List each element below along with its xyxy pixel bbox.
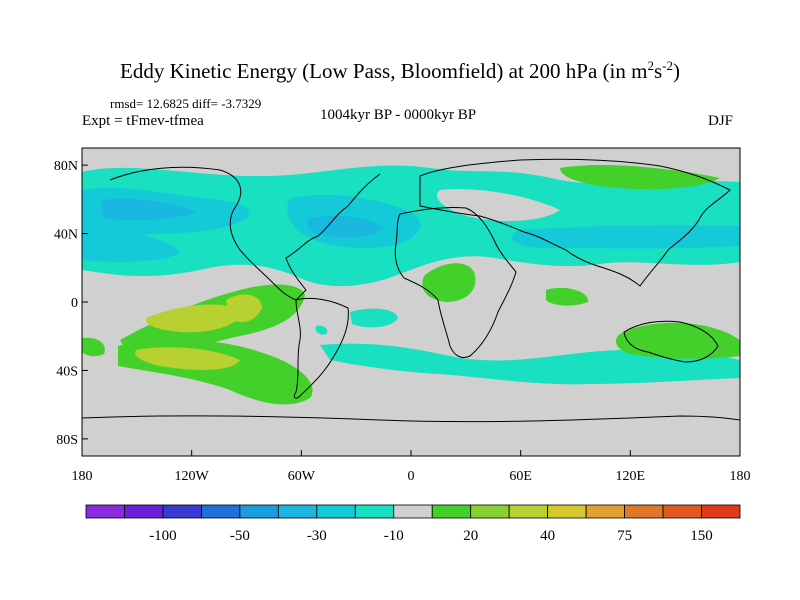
- arctic-green: [560, 165, 720, 190]
- nh-gray-gap: [436, 189, 560, 222]
- indian-green: [546, 287, 589, 306]
- colorbar-swatch: [124, 504, 164, 519]
- colorbar-label: -10: [384, 528, 404, 544]
- lat-tick-label: 80N: [54, 159, 78, 174]
- colorbar-swatch: [470, 504, 510, 519]
- lon-tick-label: 120W: [175, 469, 210, 484]
- page-title: Eddy Kinetic Energy (Low Pass, Bloomfiel…: [120, 58, 680, 83]
- africa-green: [422, 263, 476, 302]
- colorbar-swatch: [585, 504, 625, 519]
- colorbar-label: -100: [149, 528, 177, 544]
- pacific-yellow-2: [226, 294, 262, 323]
- lon-axis: 180 120W 60W 0 60E 120E 180: [72, 450, 751, 484]
- lon-tick-label: 120E: [616, 469, 646, 484]
- colorbar-swatch: [277, 504, 318, 519]
- lat-tick-label: 40N: [54, 228, 78, 243]
- colorbar-swatch: [662, 504, 702, 519]
- colorbar-label: 20: [463, 528, 478, 544]
- colorbar-label: 150: [690, 528, 713, 544]
- sa-green: [82, 337, 105, 357]
- lon-tick-label: 180: [72, 469, 93, 484]
- lon-tick-label: 60E: [509, 469, 532, 484]
- lat-tick-label: 40S: [56, 364, 78, 379]
- nh-core-4: [511, 225, 740, 249]
- colorbar-swatch: [201, 504, 241, 519]
- colorbar-label: 40: [540, 528, 555, 544]
- colorbar-swatch: [508, 504, 549, 519]
- stats-text: rmsd= 12.6825 diff= -3.7329: [110, 96, 262, 111]
- nh-core-3: [82, 231, 180, 262]
- lon-tick-label: 180: [730, 469, 751, 484]
- lat-axis: 80N 40N 0 40S 80S: [54, 159, 88, 448]
- period-label: 1004kyr BP - 0000kyr BP: [320, 107, 477, 123]
- pacific-yellow-1: [145, 304, 244, 333]
- lat-tick-label: 0: [71, 296, 78, 311]
- nh-core-6: [100, 198, 196, 220]
- lat-tick-label: 80S: [56, 433, 78, 448]
- colorbar-label: -50: [230, 528, 250, 544]
- australia-green: [615, 322, 740, 359]
- colorbar-swatch: [85, 504, 125, 519]
- colorbar-swatch: [162, 504, 202, 519]
- colorbar-swatch: [701, 504, 741, 519]
- colorbar-label: 75: [617, 528, 632, 544]
- coastlines: [82, 158, 740, 423]
- colorbar-swatch: [624, 504, 664, 519]
- nh-core-5: [306, 215, 384, 238]
- colorbar-swatch: [239, 504, 279, 519]
- south-pacific-yellow: [135, 347, 240, 370]
- lon-tick-label: 0: [408, 469, 415, 484]
- experiment-label: Expt = tFmev-tfmea: [82, 113, 204, 129]
- colorbar-swatch: [431, 504, 472, 519]
- colorbar-swatch: [316, 504, 356, 519]
- colorbar-swatch: [354, 504, 395, 519]
- trop-atlantic: [350, 308, 398, 328]
- lon-tick-label: 60W: [288, 469, 316, 484]
- colorbar-swatch: [547, 504, 587, 519]
- colorbar: -100 -50 -30 -10 20 40 75 150: [85, 504, 741, 544]
- trop-atlantic-2: [315, 325, 328, 335]
- colorbar-label: -30: [307, 528, 327, 544]
- colorbar-swatch: [393, 504, 433, 519]
- season-label: DJF: [708, 113, 734, 129]
